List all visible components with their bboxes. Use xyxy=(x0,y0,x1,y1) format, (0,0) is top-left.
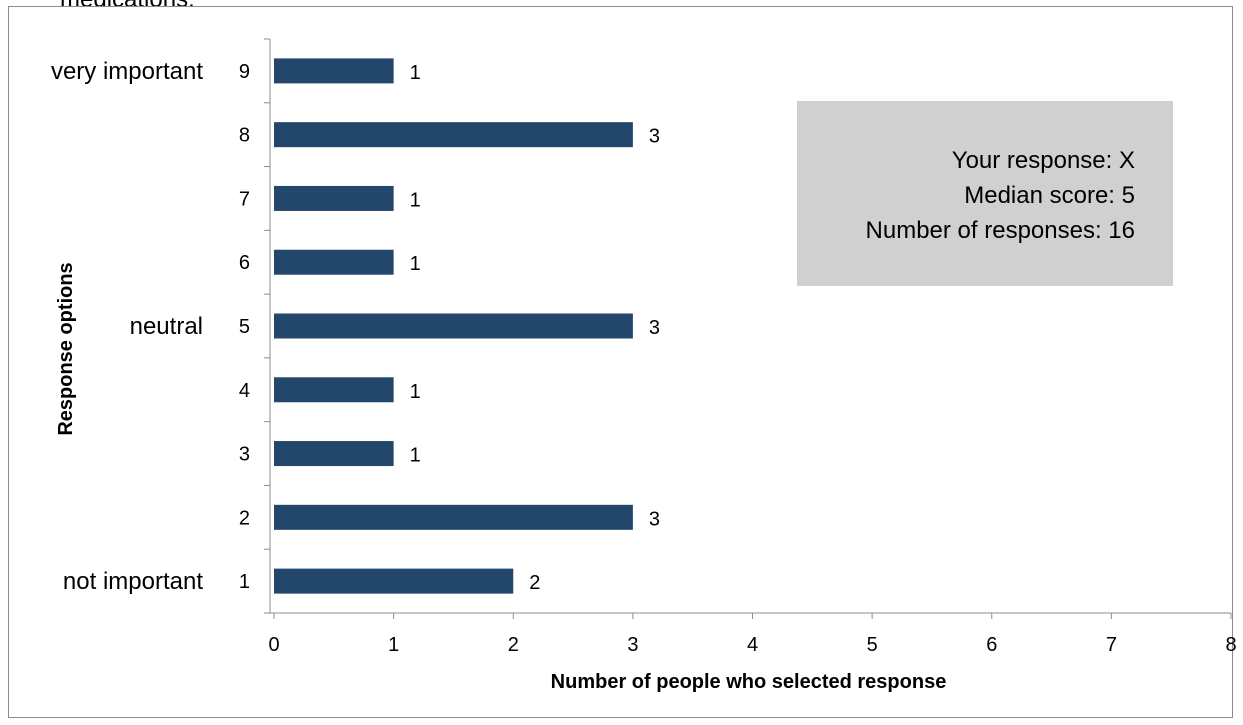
y-tick-label: 1 xyxy=(239,571,250,593)
y-tick-label: 9 xyxy=(239,61,250,83)
bar xyxy=(274,58,394,84)
y-tick-label: 6 xyxy=(239,252,250,274)
x-tick-label: 5 xyxy=(867,634,878,656)
category-annotation: neutral xyxy=(130,313,203,340)
x-tick-label: 2 xyxy=(508,634,519,656)
data-label: 3 xyxy=(649,317,660,339)
data-label: 2 xyxy=(529,572,540,594)
your-response-text: Your response: X xyxy=(951,147,1135,174)
y-tick-label: 7 xyxy=(239,188,250,210)
bar xyxy=(274,504,633,530)
data-label: 1 xyxy=(410,381,421,403)
x-tick-label: 8 xyxy=(1225,634,1236,656)
data-label: 3 xyxy=(649,508,660,530)
x-axis-title: Number of people who selected response xyxy=(551,671,947,693)
chart-frame xyxy=(8,6,1233,718)
x-tick-label: 1 xyxy=(388,634,399,656)
bar xyxy=(274,185,394,211)
data-label: 3 xyxy=(649,126,660,148)
median-score-text: Median score: 5 xyxy=(964,182,1135,209)
y-tick-label: 3 xyxy=(239,444,250,466)
x-tick-label: 4 xyxy=(747,634,758,656)
bar xyxy=(274,313,633,339)
y-tick-label: 2 xyxy=(239,507,250,529)
data-label: 1 xyxy=(410,253,421,275)
bar xyxy=(274,122,633,148)
y-tick-label: 4 xyxy=(239,380,250,402)
response-count-text: Number of responses: 16 xyxy=(865,217,1135,244)
bar xyxy=(274,377,394,403)
y-tick-label: 5 xyxy=(239,316,250,338)
data-label: 1 xyxy=(410,62,421,84)
data-label: 1 xyxy=(410,189,421,211)
data-label: 1 xyxy=(410,445,421,467)
y-tick-label: 8 xyxy=(239,125,250,147)
bar xyxy=(274,568,514,594)
category-annotation: very important xyxy=(51,58,203,85)
x-tick-label: 3 xyxy=(627,634,638,656)
x-tick-label: 0 xyxy=(268,634,279,656)
bar xyxy=(274,249,394,275)
y-axis-title: Response options xyxy=(55,262,77,435)
summary-box: Your response: X Median score: 5 Number … xyxy=(797,101,1173,286)
x-tick-label: 7 xyxy=(1106,634,1117,656)
category-annotation: not important xyxy=(63,568,203,595)
x-tick-label: 6 xyxy=(986,634,997,656)
bar xyxy=(274,441,394,467)
